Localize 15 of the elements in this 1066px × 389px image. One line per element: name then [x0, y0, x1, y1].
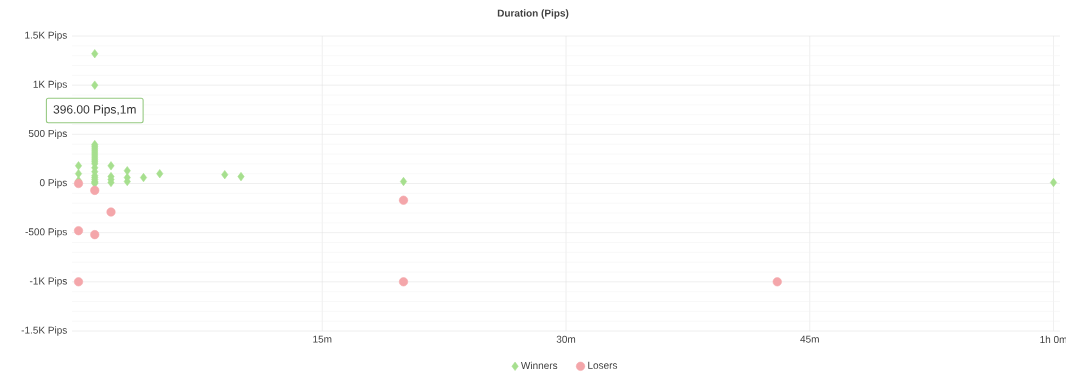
y-tick-label: -1.5K Pips: [21, 326, 67, 336]
x-tick-label: 15m: [313, 335, 332, 343]
y-tick-label: -1K Pips: [29, 277, 67, 287]
y-tick-label: 1.5K Pips: [25, 31, 67, 41]
annotation: 396.00 Pips,1m: [53, 104, 136, 117]
y-tick-label: 1K Pips: [33, 80, 67, 90]
legend-label: Losers: [588, 361, 618, 369]
y-tick-label: 0 Pips: [39, 178, 67, 189]
chart-title: Duration (Pips): [497, 9, 569, 19]
x-tick-label: 30m: [556, 335, 576, 343]
x-tick-label: 1h 0m: [1040, 335, 1066, 344]
x-tick-label: 45m: [800, 335, 819, 343]
y-tick-label: 500 Pips: [28, 129, 67, 139]
y-tick-label: -500 Pips: [25, 228, 67, 238]
legend-label: Winners: [520, 361, 558, 370]
